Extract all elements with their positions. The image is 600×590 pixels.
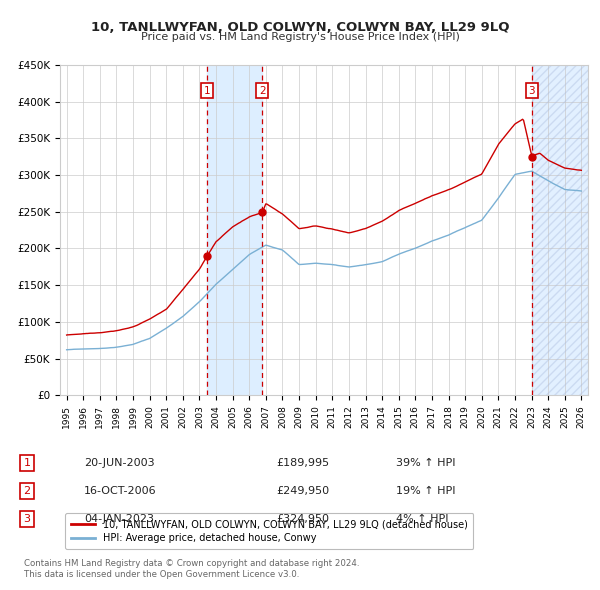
Text: Price paid vs. HM Land Registry's House Price Index (HPI): Price paid vs. HM Land Registry's House … xyxy=(140,32,460,42)
Text: 1: 1 xyxy=(204,86,211,96)
Text: 10, TANLLWYFAN, OLD COLWYN, COLWYN BAY, LL29 9LQ: 10, TANLLWYFAN, OLD COLWYN, COLWYN BAY, … xyxy=(91,21,509,34)
Text: 1: 1 xyxy=(23,458,31,468)
Text: 3: 3 xyxy=(23,514,31,524)
Text: £249,950: £249,950 xyxy=(276,486,329,496)
Text: 16-OCT-2006: 16-OCT-2006 xyxy=(84,486,157,496)
Text: 4% ↑ HPI: 4% ↑ HPI xyxy=(396,514,449,524)
Text: 20-JUN-2003: 20-JUN-2003 xyxy=(84,458,155,468)
Text: 04-JAN-2023: 04-JAN-2023 xyxy=(84,514,154,524)
Bar xyxy=(532,65,588,395)
Text: This data is licensed under the Open Government Licence v3.0.: This data is licensed under the Open Gov… xyxy=(24,571,299,579)
Text: 39% ↑ HPI: 39% ↑ HPI xyxy=(396,458,455,468)
Text: 2: 2 xyxy=(23,486,31,496)
Bar xyxy=(207,65,262,395)
Bar xyxy=(532,65,588,395)
Text: 2: 2 xyxy=(259,86,266,96)
Text: £324,950: £324,950 xyxy=(276,514,329,524)
Text: £189,995: £189,995 xyxy=(276,458,329,468)
Text: Contains HM Land Registry data © Crown copyright and database right 2024.: Contains HM Land Registry data © Crown c… xyxy=(24,559,359,568)
Text: 19% ↑ HPI: 19% ↑ HPI xyxy=(396,486,455,496)
Text: 3: 3 xyxy=(529,86,535,96)
Legend: 10, TANLLWYFAN, OLD COLWYN, COLWYN BAY, LL29 9LQ (detached house), HPI: Average : 10, TANLLWYFAN, OLD COLWYN, COLWYN BAY, … xyxy=(65,513,473,549)
